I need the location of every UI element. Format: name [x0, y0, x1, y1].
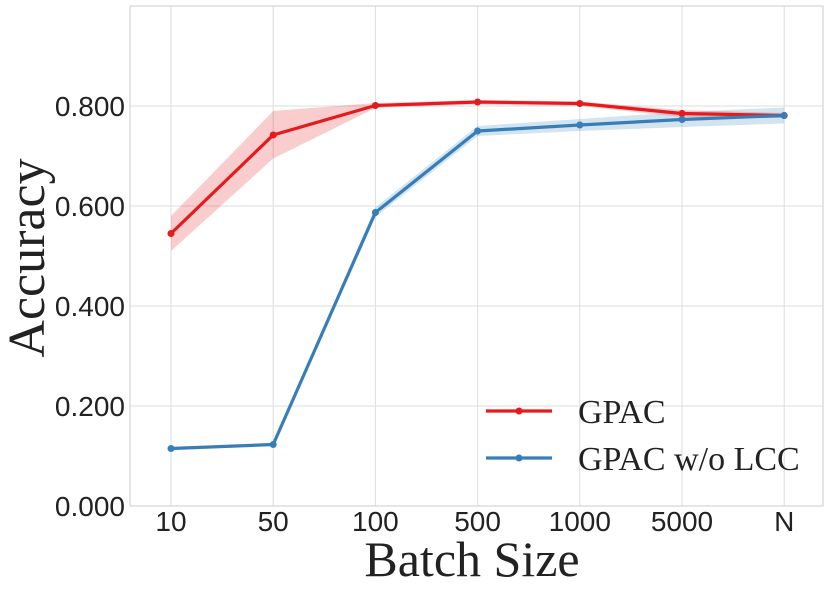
gpac-wo-lcc-point — [576, 121, 584, 129]
legend-marker-gpac — [515, 407, 523, 415]
gpac-wo-lcc-point — [269, 441, 277, 448]
gpac-point — [269, 131, 277, 139]
gpac-wo-lcc-point — [678, 116, 686, 123]
series-points — [167, 98, 788, 452]
y-tick-label: 0.000 — [55, 491, 125, 522]
gpac-wo-lcc-point — [780, 112, 788, 119]
gpac-wo-lcc-point — [167, 445, 175, 452]
x-tick-label: N — [774, 506, 794, 537]
legend-label-gpac: GPAC — [578, 394, 666, 431]
gpac-wo-lcc-point — [474, 127, 482, 135]
legend-marker-gpac-wo-lcc — [515, 454, 523, 462]
x-axis-title: Batch Size — [364, 531, 579, 587]
x-tick-label: 10 — [155, 506, 186, 537]
x-tick-label: 5000 — [651, 506, 713, 537]
y-tick-label: 0.200 — [55, 391, 125, 422]
gpac-wo-lcc-point — [371, 209, 379, 216]
gpac-point — [678, 110, 686, 117]
y-axis-title: Accuracy — [0, 158, 56, 357]
gpac-point — [167, 230, 175, 237]
legend-label-gpac-wo-lcc: GPAC w/o LCC — [578, 441, 800, 478]
x-tick-label: 1000 — [549, 506, 611, 537]
y-tick-label: 0.800 — [55, 91, 125, 122]
gpac-point — [474, 98, 482, 106]
gpac-point — [371, 102, 379, 109]
x-tick-label: 100 — [352, 506, 399, 537]
plot-frame — [129, 5, 824, 507]
y-tick-label: 0.600 — [55, 191, 125, 222]
tick-labels: 10 50 100 500 1000 5000 N 0.000 0.200 0.400 0.600 0… — [55, 91, 794, 537]
y-tick-label: 0.400 — [55, 291, 125, 322]
gpac-point — [576, 100, 584, 107]
legend: GPAC GPAC w/o LCC — [486, 394, 800, 478]
x-tick-label: 500 — [454, 506, 501, 537]
x-tick-label: 50 — [258, 506, 289, 537]
